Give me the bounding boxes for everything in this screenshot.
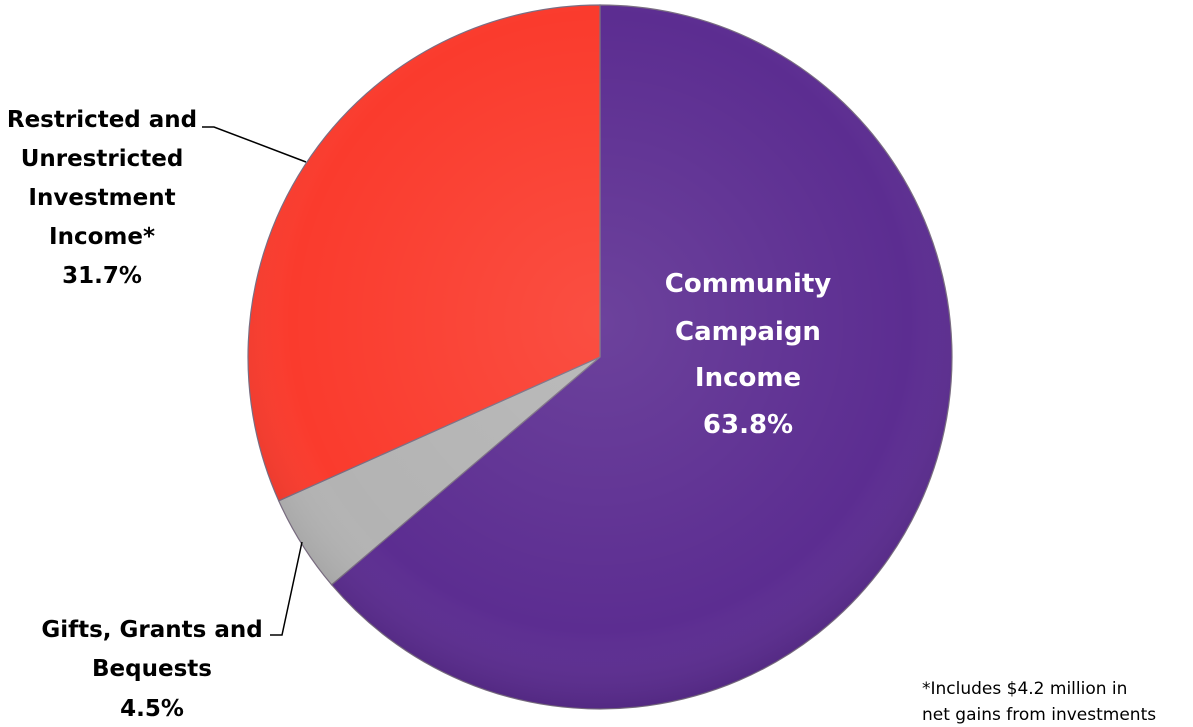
- footnote-line: *Includes $4.2 million in: [922, 679, 1127, 699]
- leader-line-investment-income: [202, 126, 307, 163]
- slice-label-gifts-grants-bequests: Gifts, Grants and Bequests 4.5%: [41, 617, 262, 722]
- slice-label-line: Gifts, Grants and: [41, 617, 262, 643]
- slice-label-line: Income*: [49, 224, 155, 250]
- slice-label-line: Income: [695, 363, 801, 393]
- footnote-line: net gains from investments: [922, 705, 1156, 725]
- slice-label-community-campaign-income: Community Campaign Income 63.8%: [665, 269, 831, 440]
- slice-label-investment-income: Restricted and Unrestricted Investment I…: [7, 107, 197, 289]
- slice-label-line: Bequests: [92, 656, 212, 682]
- slice-label-line: Campaign: [675, 317, 821, 347]
- footnote: *Includes $4.2 million in net gains from…: [922, 679, 1156, 725]
- slice-value-label: 31.7%: [62, 263, 142, 289]
- leader-line-gifts-grants-bequests: [270, 541, 303, 636]
- slice-label-line: Unrestricted: [21, 146, 184, 172]
- pie-slices: [247, 4, 953, 710]
- slice-label-line: Community: [665, 269, 831, 299]
- slice-value-label: 63.8%: [703, 410, 793, 440]
- slice-label-line: Investment: [28, 185, 175, 211]
- slice-label-line: Restricted and: [7, 107, 197, 133]
- slice-value-label: 4.5%: [120, 696, 184, 722]
